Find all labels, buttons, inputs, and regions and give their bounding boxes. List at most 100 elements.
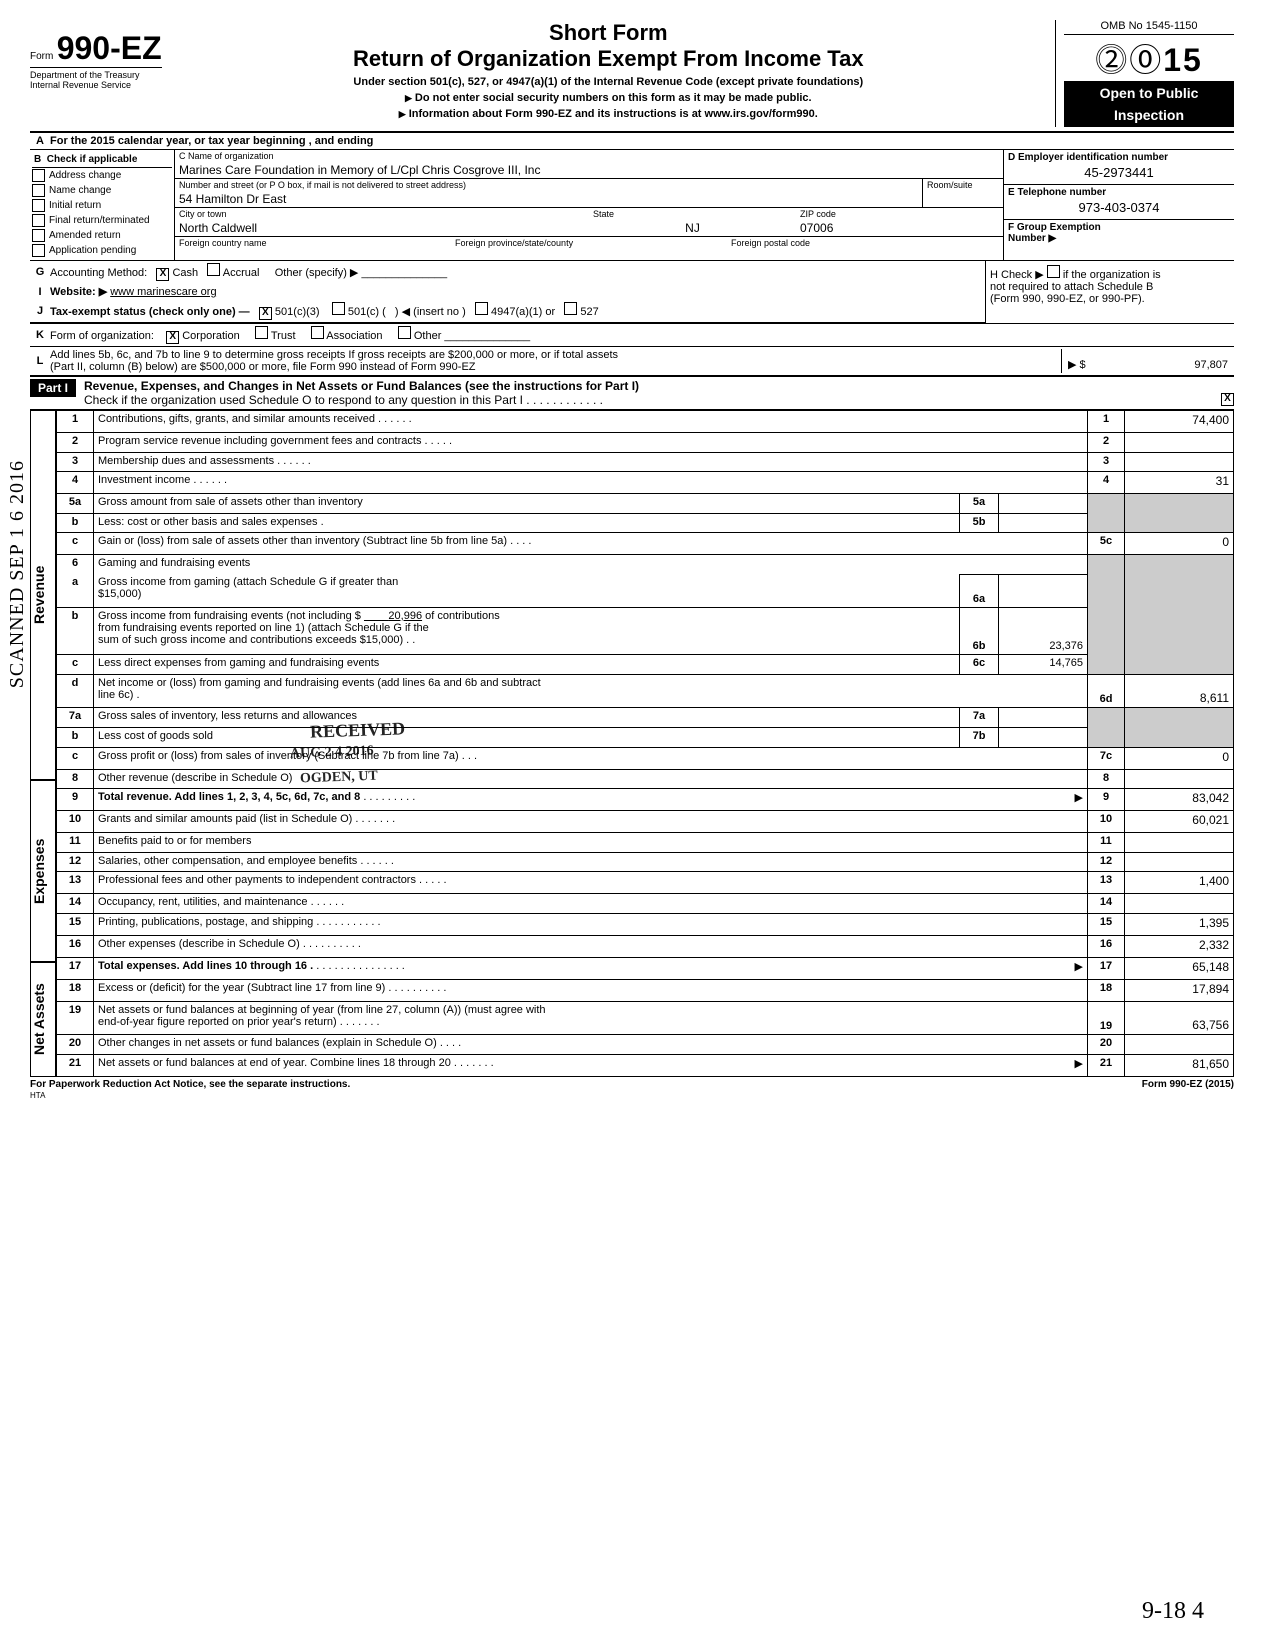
line-9-desc: Total revenue. Add lines 1, 2, 3, 4, 5c,… xyxy=(98,791,360,803)
line-5c-value: 0 xyxy=(1125,533,1234,555)
line-2-rn: 2 xyxy=(1088,432,1125,452)
line-10-value: 60,021 xyxy=(1125,811,1234,833)
checkbox-final-return[interactable] xyxy=(32,214,45,227)
side-label-revenue: Revenue xyxy=(30,410,56,780)
line-6a-num: a xyxy=(57,574,94,607)
line-13-value: 1,400 xyxy=(1125,872,1234,894)
checkbox-4947[interactable] xyxy=(475,302,488,315)
return-title: Return of Organization Exempt From Incom… xyxy=(172,46,1045,72)
line-7a-desc: Gross sales of inventory, less returns a… xyxy=(94,708,960,728)
short-form-label: Short Form xyxy=(172,20,1045,46)
line-18-num: 18 xyxy=(57,979,94,1001)
h-check-label: H Check ▶ xyxy=(990,269,1044,281)
dept-treasury: Department of the Treasury xyxy=(30,67,162,80)
accounting-method-label: Accounting Method: xyxy=(50,267,147,279)
label-corporation: Corporation xyxy=(182,330,239,342)
line-6b-desc2: from fundraising events reported on line… xyxy=(98,622,429,634)
line-7b-in: 7b xyxy=(960,727,999,747)
label-501c-insert: ) ◀ (insert no ) xyxy=(395,306,466,318)
line-4-value: 31 xyxy=(1125,472,1234,494)
line-19-value: 63,756 xyxy=(1125,1001,1234,1035)
label-association: Association xyxy=(326,330,382,342)
label-cash: Cash xyxy=(172,267,198,279)
line-9-num: 9 xyxy=(57,789,94,811)
line-6b-desc-end: of contributions xyxy=(425,610,500,622)
checkbox-amended-return[interactable] xyxy=(32,229,45,242)
line-1-rn: 1 xyxy=(1088,411,1125,433)
checkbox-h[interactable] xyxy=(1047,265,1060,278)
line-12-rn: 12 xyxy=(1088,852,1125,872)
checkbox-cash[interactable] xyxy=(156,268,169,281)
checkbox-name-change[interactable] xyxy=(32,184,45,197)
website-label: Website: ▶ xyxy=(50,286,107,298)
line-6d-desc2: line 6c) . xyxy=(98,689,140,701)
line-13-rn: 13 xyxy=(1088,872,1125,894)
foreign-postal-label: Foreign postal code xyxy=(727,237,1003,249)
line-l-arrow: ▶ $ xyxy=(1068,358,1086,371)
checkbox-application-pending[interactable] xyxy=(32,244,45,257)
line-8-num: 8 xyxy=(57,769,94,789)
line-20-desc: Other changes in net assets or fund bala… xyxy=(98,1037,437,1049)
h-text-2: not required to attach Schedule B xyxy=(990,281,1153,293)
line-12-num: 12 xyxy=(57,852,94,872)
section-b: B Check if applicable Address change Nam… xyxy=(30,150,175,260)
checkbox-initial-return[interactable] xyxy=(32,199,45,212)
checkbox-accrual[interactable] xyxy=(207,263,220,276)
label-other-org: Other xyxy=(414,330,442,342)
line-10-desc: Grants and similar amounts paid (list in… xyxy=(98,813,352,825)
checkbox-association[interactable] xyxy=(311,326,324,339)
line-6d-rn: 6d xyxy=(1088,674,1125,708)
main-table: 1Contributions, gifts, grants, and simil… xyxy=(56,410,1234,1077)
line-14-num: 14 xyxy=(57,894,94,914)
line-5a-desc: Gross amount from sale of assets other t… xyxy=(94,494,960,514)
line-13-desc: Professional fees and other payments to … xyxy=(98,874,416,886)
line-5c-desc: Gain or (loss) from sale of assets other… xyxy=(98,535,513,547)
section-c: C Name of organization Marines Care Foun… xyxy=(175,150,1003,260)
line-11-rn: 11 xyxy=(1088,833,1125,853)
line-4-rn: 4 xyxy=(1088,472,1125,494)
section-d-e-f: D Employer identification number 45-2973… xyxy=(1003,150,1234,260)
line-11-value xyxy=(1125,833,1234,853)
line-5b-iv xyxy=(999,513,1088,533)
checkbox-trust[interactable] xyxy=(255,326,268,339)
street-label: Number and street (or P O box, if mail i… xyxy=(175,179,922,191)
label-accrual: Accrual xyxy=(223,267,260,279)
side-label-net-assets: Net Assets xyxy=(30,962,56,1077)
line-15-value: 1,395 xyxy=(1125,913,1234,935)
line-21-num: 21 xyxy=(57,1054,94,1076)
checkbox-address-change[interactable] xyxy=(32,169,45,182)
line-9-value: 83,042 xyxy=(1125,789,1234,811)
line-6b-desc3: sum of such gross income and contributio… xyxy=(98,634,415,646)
label-amended-return: Amended return xyxy=(49,230,121,241)
line-5c-rn: 5c xyxy=(1088,533,1125,555)
line-2-desc: Program service revenue including govern… xyxy=(98,435,421,447)
line-16-desc: Other expenses (describe in Schedule O) xyxy=(98,938,300,950)
line-12-desc: Salaries, other compensation, and employ… xyxy=(98,855,357,867)
line-6a-desc: Gross income from gaming (attach Schedul… xyxy=(98,576,398,588)
line-l-text1: Add lines 5b, 6c, and 7b to line 9 to de… xyxy=(50,349,618,361)
form-number: 990-EZ xyxy=(57,30,162,66)
line-21-arrow: ▶ xyxy=(1075,1057,1083,1070)
checkbox-corporation[interactable] xyxy=(166,331,179,344)
line-3-rn: 3 xyxy=(1088,452,1125,472)
line-6c-iv: 14,765 xyxy=(999,655,1088,675)
checkbox-other-org[interactable] xyxy=(398,326,411,339)
checkbox-part1-schedule-o[interactable] xyxy=(1221,393,1234,406)
line-16-num: 16 xyxy=(57,935,94,957)
checkbox-501c[interactable] xyxy=(332,302,345,315)
checkbox-527[interactable] xyxy=(564,302,577,315)
label-527: 527 xyxy=(580,306,598,318)
line-6a-desc2: $15,000) xyxy=(98,588,141,600)
org-name-value: Marines Care Foundation in Memory of L/C… xyxy=(175,162,1003,179)
h-text-3: (Form 990, 990-EZ, or 990-PF). xyxy=(990,293,1145,305)
label-other-method: Other (specify) ▶ xyxy=(275,267,359,279)
line-15-desc: Printing, publications, postage, and shi… xyxy=(98,916,313,928)
line-4-desc: Investment income xyxy=(98,474,190,486)
form-of-org-label: Form of organization: xyxy=(50,330,154,342)
line-7c-num: c xyxy=(57,747,94,769)
line-6b-num: b xyxy=(57,607,94,654)
line-18-value: 17,894 xyxy=(1125,979,1234,1001)
checkbox-501c3[interactable] xyxy=(259,307,272,320)
line-17-num: 17 xyxy=(57,957,94,979)
line-6d-desc: Net income or (loss) from gaming and fun… xyxy=(98,677,541,689)
